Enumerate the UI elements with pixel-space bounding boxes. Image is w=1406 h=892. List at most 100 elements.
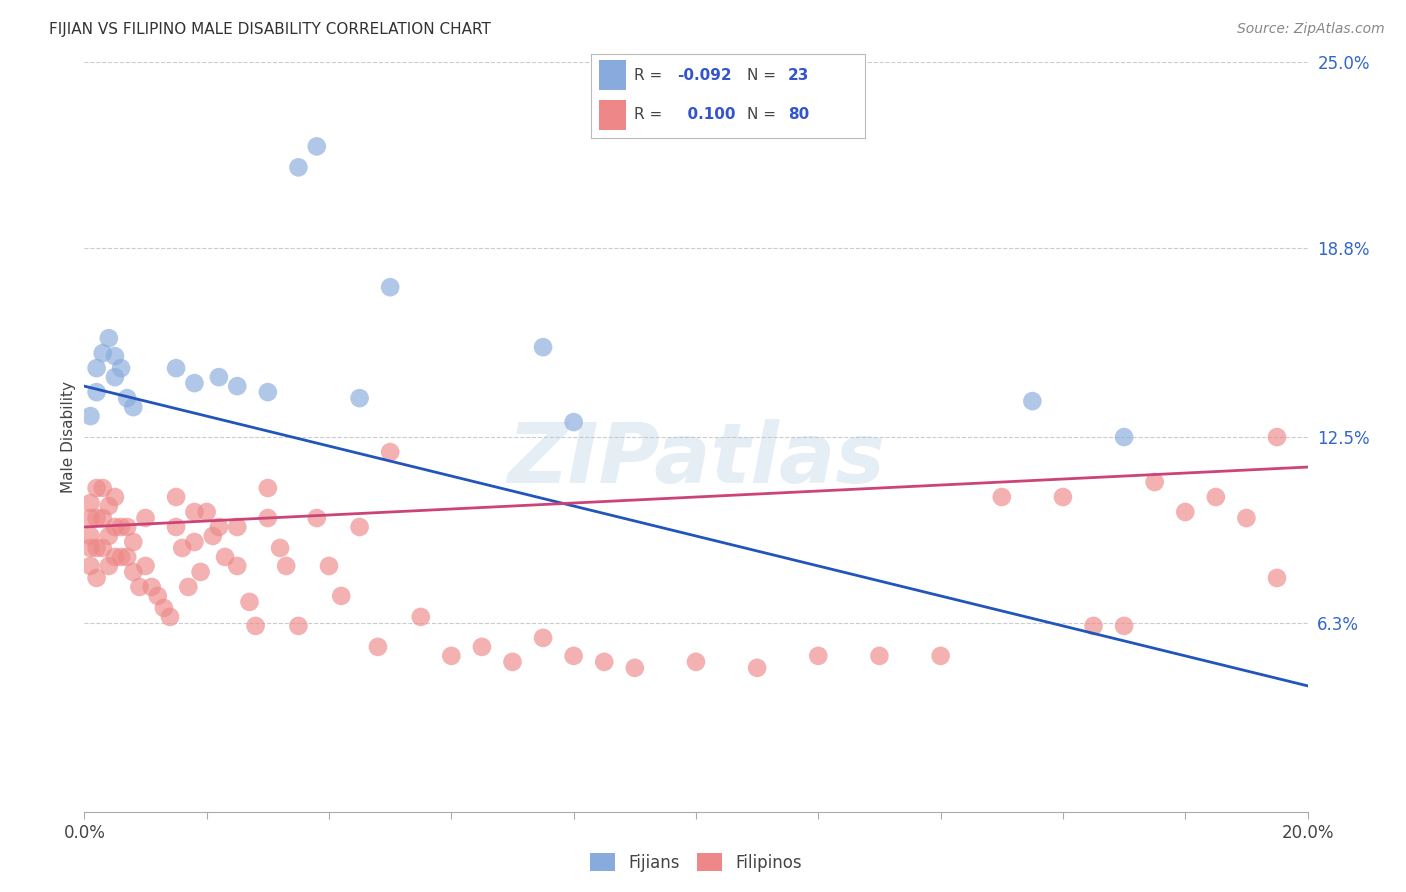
Point [91,541,114,555]
Point [110,549,132,564]
Point [86,541,108,555]
Point [97,499,120,513]
Point [245,619,267,633]
Point [91,511,114,525]
Point [226,558,249,573]
Point [86,361,108,376]
Point [1021,394,1043,409]
Point [226,520,249,534]
Point [86,571,108,585]
Point [367,640,389,654]
Point [122,565,145,579]
Text: R =: R = [634,68,668,83]
Point [226,379,249,393]
Point [135,558,157,573]
Point [97,331,120,345]
Point [1205,490,1227,504]
Point [287,161,309,175]
Point [269,541,291,555]
Point [104,370,127,384]
Point [141,580,163,594]
Point [471,640,494,654]
Point [208,520,231,534]
Point [79,541,101,555]
Point [110,520,132,534]
Point [165,520,187,534]
Point [929,648,952,663]
Point [349,520,371,534]
Point [115,520,138,534]
Text: FIJIAN VS FILIPINO MALE DISABILITY CORRELATION CHART: FIJIAN VS FILIPINO MALE DISABILITY CORRE… [49,22,491,37]
Text: Source: ZipAtlas.com: Source: ZipAtlas.com [1237,22,1385,37]
Point [276,558,298,573]
Legend: Fijians, Filipinos: Fijians, Filipinos [583,847,808,879]
Point [305,511,328,525]
Point [685,655,707,669]
Point [97,558,120,573]
Text: 0.100: 0.100 [676,107,735,122]
Text: N =: N = [747,68,780,83]
Point [562,648,585,663]
Point [502,655,524,669]
Text: 23: 23 [787,68,810,83]
Point [86,385,108,400]
Text: R =: R = [634,107,668,122]
Point [257,481,280,495]
Point [135,511,157,525]
Point [104,349,127,363]
Point [183,376,205,391]
Point [1052,490,1074,504]
Point [257,511,280,525]
Point [624,661,647,675]
Point [318,558,340,573]
Point [172,541,194,555]
Point [747,661,769,675]
Text: 80: 80 [787,107,810,122]
Point [104,549,127,564]
Point [122,400,145,414]
Point [128,580,150,594]
Point [305,139,328,153]
Y-axis label: Male Disability: Male Disability [60,381,76,493]
Bar [599,61,626,90]
Bar [599,100,626,130]
Point [195,505,218,519]
Point [122,535,145,549]
Point [440,648,463,663]
Text: -0.092: -0.092 [676,68,731,83]
Point [1143,475,1166,489]
Point [1174,505,1197,519]
Point [330,589,353,603]
Point [807,648,830,663]
Point [183,505,205,519]
Point [79,529,101,543]
Point [104,520,127,534]
Point [86,481,108,495]
Point [146,589,169,603]
Point [562,415,585,429]
Point [1265,571,1288,585]
Point [287,619,309,633]
Point [165,490,187,504]
Point [238,595,260,609]
Point [177,580,200,594]
Point [201,529,224,543]
Point [1114,430,1136,444]
Point [115,549,138,564]
Point [115,391,138,405]
Point [1265,430,1288,444]
Point [991,490,1014,504]
Text: N =: N = [747,107,780,122]
Point [110,361,132,376]
Point [91,346,114,360]
Point [165,361,187,376]
Point [1236,511,1258,525]
Point [869,648,891,663]
Point [257,385,280,400]
Point [79,496,101,510]
Point [97,529,120,543]
Point [159,610,181,624]
Point [1114,619,1136,633]
Point [593,655,616,669]
Point [531,631,554,645]
